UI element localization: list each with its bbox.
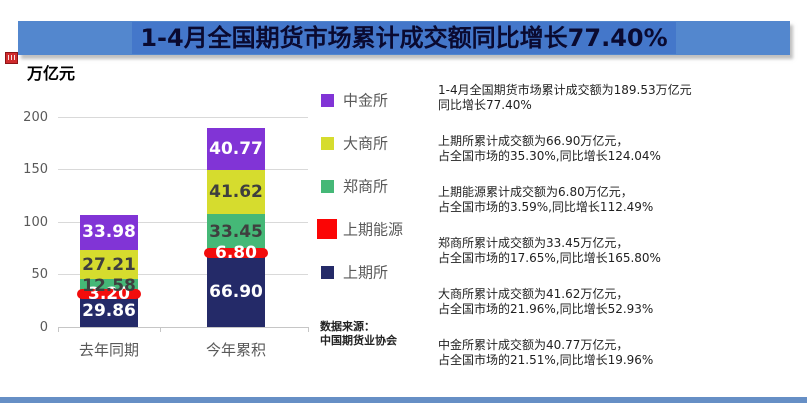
- annotation-line: 同比增长77.40%: [438, 98, 532, 112]
- bar-value-label: 66.90: [209, 281, 263, 302]
- data-source: 数据来源： 中国期货业协会: [320, 320, 397, 348]
- annotation-line: 大商所累计成交额为41.62万亿元，: [438, 287, 629, 301]
- x-axis-tick: [308, 327, 309, 332]
- bar-segment-大商所: [80, 250, 138, 279]
- annotation-line: 占全国市场的21.96%,同比增长52.93%: [438, 302, 654, 316]
- x-axis-category-label: 去年同期: [78, 341, 140, 359]
- x-axis-line: [58, 327, 308, 328]
- watermark-stamp-icon: [5, 52, 18, 64]
- legend-label: 中金所: [343, 91, 389, 110]
- gridline: [58, 221, 308, 223]
- y-axis-tick-label: 50: [31, 267, 48, 283]
- legend-swatch: [321, 265, 334, 279]
- annotation-line: 中金所累计成交额为40.77万亿元，: [438, 338, 629, 352]
- legend-label: 上期能源: [343, 220, 404, 239]
- y-axis-tick-label: 100: [23, 214, 48, 230]
- legend-label: 郑商所: [343, 177, 389, 196]
- bar-value-label: 29.86: [82, 301, 136, 322]
- bar-value-label: 6.80: [215, 243, 257, 263]
- legend-label: 上期所: [343, 263, 389, 282]
- annotation-paragraph: 1-4月全国期货市场累计成交额为189.53万亿元 同比增长77.40%: [438, 83, 798, 113]
- annotation-line: 占全国市场的3.59%,同比增长112.49%: [438, 200, 654, 214]
- annotation-paragraph: 大商所累计成交额为41.62万亿元， 占全国市场的21.96%,同比增长52.93…: [438, 287, 798, 317]
- bar-segment-上期能源: [77, 288, 141, 299]
- gridline: [58, 169, 308, 171]
- gridline: [58, 274, 308, 276]
- legend-swatch: [317, 219, 337, 239]
- bar-value-label: 33.45: [209, 221, 263, 242]
- bar-value-label: 27.21: [82, 254, 136, 275]
- annotation-line: 1-4月全国期货市场累计成交额为189.53万亿元: [438, 83, 692, 97]
- annotation-paragraph: 上期所累计成交额为66.90万亿元， 占全国市场的35.30%,同比增长124.0…: [438, 134, 798, 164]
- bar-value-label: 3.20: [88, 283, 130, 304]
- annotation-line: 郑商所累计成交额为33.45万亿元，: [438, 236, 629, 250]
- annotation-column: 1-4月全国期货市场累计成交额为189.53万亿元 同比增长77.40% 上期所累计…: [438, 83, 798, 389]
- annotation-line: 上期能源累计成交额为6.80万亿元，: [438, 185, 633, 199]
- page-title: 1-4月全国期货市场累计成交额同比增长77.40%: [132, 22, 676, 54]
- gridline: [58, 116, 308, 118]
- legend-swatch: [321, 179, 334, 193]
- annotation-line: 占全国市场的21.51%,同比增长19.96%: [438, 353, 654, 367]
- data-source-line1: 数据来源：: [320, 320, 375, 333]
- annotation-line: 占全国市场的17.65%,同比增长165.80%: [438, 251, 661, 265]
- annotation-paragraph: 上期能源累计成交额为6.80万亿元， 占全国市场的3.59%,同比增长112.49…: [438, 185, 798, 215]
- bar-segment-郑商所: [207, 214, 265, 250]
- annotation-line: 占全国市场的35.30%,同比增长124.04%: [438, 149, 661, 163]
- bar-value-label: 33.98: [82, 222, 136, 243]
- y-axis-unit-label: 万亿元: [27, 64, 76, 83]
- bar-value-label: 12.58: [82, 275, 136, 296]
- bar-segment-上期所: [80, 295, 138, 327]
- bar-segment-中金所: [207, 127, 265, 171]
- bar-segment-大商所: [207, 170, 265, 215]
- x-axis-category-label: 今年累积: [205, 341, 267, 359]
- bar-segment-上期能源: [204, 248, 268, 258]
- y-axis-tick-label: 150: [23, 162, 48, 178]
- bottom-accent-strip: [0, 397, 807, 403]
- data-source-line2: 中国期货业协会: [320, 334, 397, 347]
- bar-value-label: 41.62: [209, 182, 263, 203]
- legend-swatch: [321, 136, 334, 150]
- y-axis-tick-label: 0: [39, 320, 48, 335]
- annotation-paragraph: 郑商所累计成交额为33.45万亿元， 占全国市场的17.65%,同比增长165.8…: [438, 236, 798, 266]
- x-axis-tick: [58, 327, 59, 332]
- annotation-line: 上期所累计成交额为66.90万亿元，: [438, 134, 629, 148]
- title-banner: 1-4月全国期货市场累计成交额同比增长77.40%: [18, 21, 790, 55]
- x-axis-tick: [160, 327, 161, 332]
- bar-segment-上期所: [207, 256, 265, 327]
- legend-swatch: [321, 93, 334, 107]
- bar-value-label: 40.77: [209, 138, 263, 159]
- legend-label: 大商所: [343, 134, 389, 153]
- bar-segment-中金所: [80, 214, 138, 251]
- y-axis-tick-label: 200: [23, 109, 48, 125]
- annotation-paragraph: 中金所累计成交额为40.77万亿元， 占全国市场的21.51%,同比增长19.96…: [438, 338, 798, 368]
